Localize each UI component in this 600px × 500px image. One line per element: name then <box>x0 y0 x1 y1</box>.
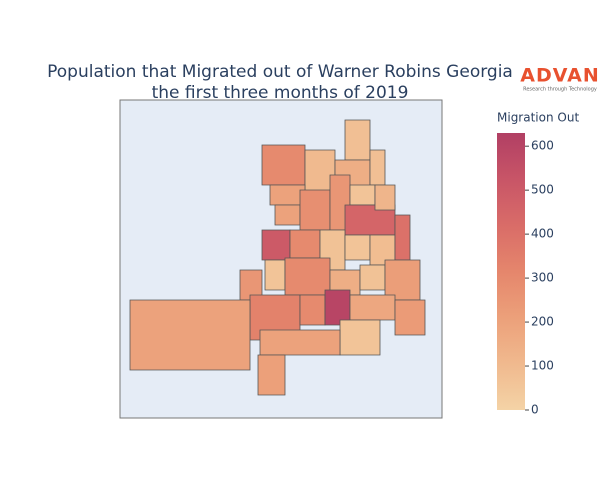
colorbar-tick-label: 600 <box>531 139 554 153</box>
regions <box>129 119 426 396</box>
colorbar-title: Migration Out <box>497 111 579 125</box>
region <box>261 229 291 261</box>
colorbar-tick-label: 300 <box>531 271 554 285</box>
region <box>259 329 341 356</box>
region <box>339 319 381 356</box>
region <box>257 354 286 396</box>
region <box>264 259 286 291</box>
region <box>129 299 251 371</box>
region <box>349 184 376 206</box>
region <box>261 144 306 186</box>
region <box>284 257 331 296</box>
logo: ADVAN <box>520 65 600 87</box>
colorbar-tick-label: 400 <box>531 227 554 241</box>
colorbar-tick-label: 100 <box>531 359 554 373</box>
region <box>299 294 326 326</box>
colorbar-tick-label: 200 <box>531 315 554 329</box>
colorbar-tick-label: 0 <box>531 403 539 417</box>
region <box>384 259 421 301</box>
region <box>394 214 411 261</box>
region <box>359 264 386 291</box>
region <box>394 299 426 336</box>
region <box>369 149 386 186</box>
colorbar-tick-label: 500 <box>531 183 554 197</box>
chart-title: the first three months of 2019 <box>152 83 409 103</box>
chart-title: Population that Migrated out of Warner R… <box>47 62 513 82</box>
region <box>344 234 371 261</box>
region <box>344 119 371 161</box>
region <box>274 204 301 226</box>
region <box>289 229 321 259</box>
region <box>299 189 331 231</box>
colorbar <box>497 133 525 410</box>
region <box>349 294 396 321</box>
logo-tagline: Research through Technology <box>523 87 597 93</box>
region <box>374 184 396 211</box>
